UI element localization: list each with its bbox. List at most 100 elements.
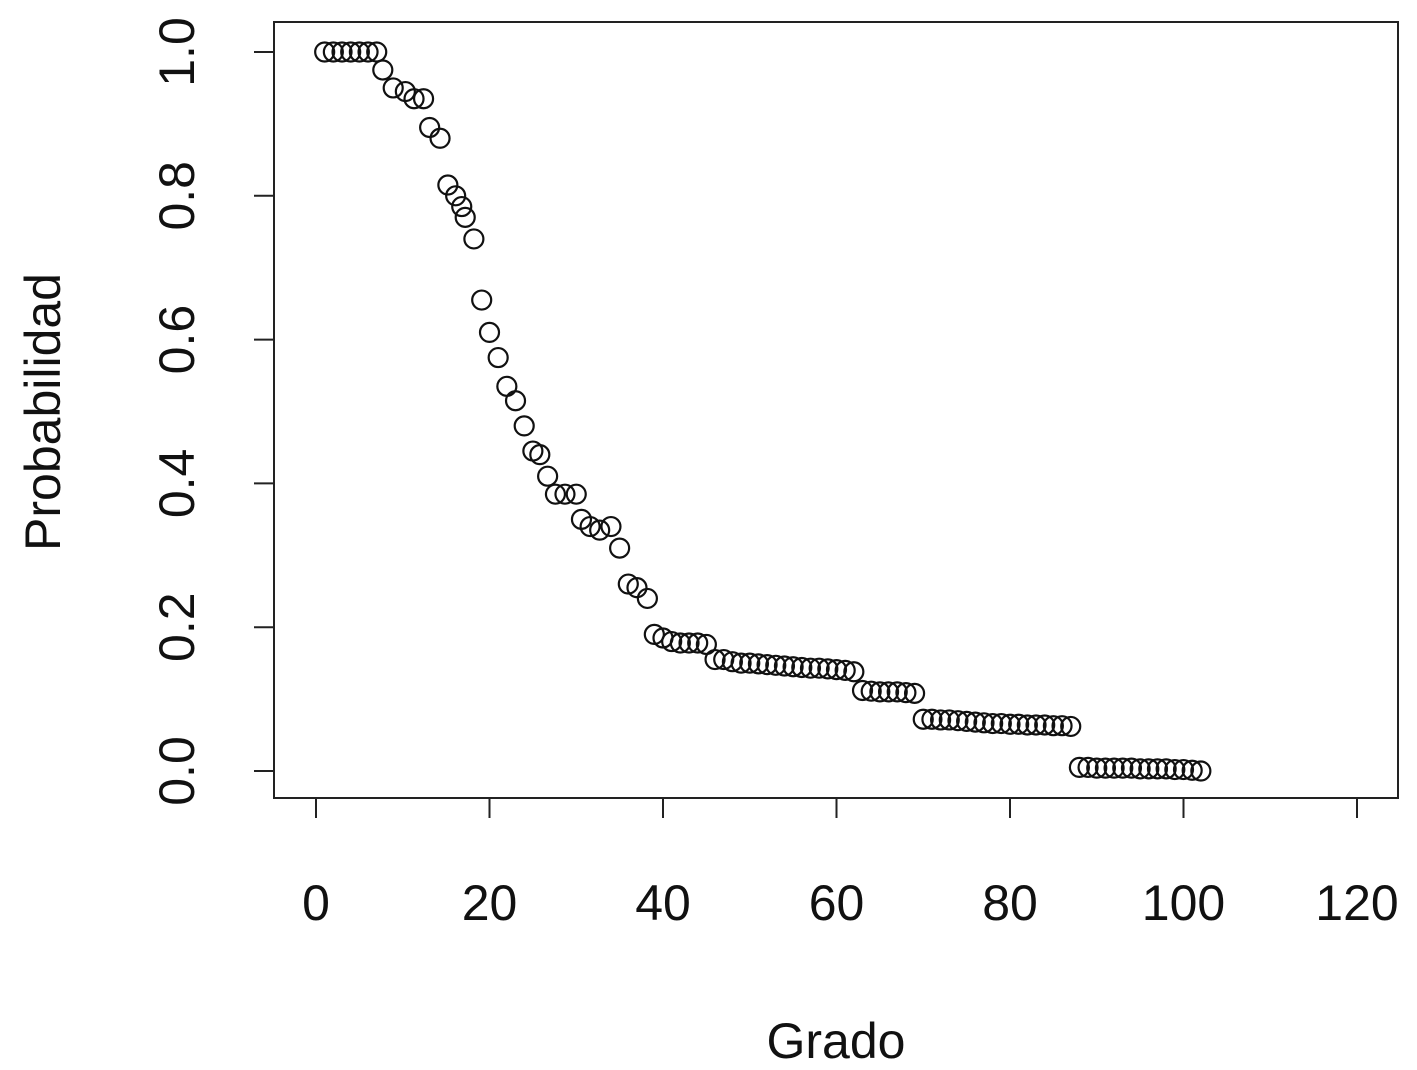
y-tick-label: 1.0: [149, 17, 205, 87]
data-point: [412, 88, 435, 110]
data-point: [877, 681, 900, 703]
data-point: [782, 656, 804, 678]
data-point: [834, 659, 856, 681]
data-point: [851, 679, 874, 702]
data-point: [956, 710, 978, 732]
data-point: [600, 515, 622, 538]
data-point: [860, 680, 882, 702]
data-point: [808, 657, 830, 679]
data-point: [437, 174, 459, 196]
data-point: [1077, 756, 1099, 779]
x-tick-label: 40: [635, 875, 691, 931]
data-point: [1103, 757, 1125, 779]
y-tick-label: 0.4: [149, 449, 205, 519]
data-point: [1172, 758, 1195, 781]
data-point: [982, 712, 1004, 735]
data-point: [973, 712, 995, 734]
y-axis-label: Probabilidad: [15, 273, 71, 551]
data-point: [921, 708, 943, 730]
data-point: [496, 375, 518, 397]
data-point: [747, 653, 770, 675]
data-point: [791, 656, 813, 679]
data-point: [357, 41, 379, 63]
y-axis: 0.0 0.2 0.4 0.6 0.8 1.0: [149, 17, 275, 806]
data-point: [1025, 714, 1047, 736]
data-point: [1008, 713, 1030, 735]
data-point: [419, 116, 441, 139]
data-point: [1042, 715, 1064, 737]
plot-frame: [273, 21, 1399, 799]
data-point: [929, 709, 952, 731]
data-point: [429, 127, 451, 149]
data-point: [895, 682, 917, 704]
data-point: [1016, 714, 1038, 736]
data-point: [636, 587, 658, 610]
data-point: [537, 465, 559, 487]
data-point: [544, 483, 567, 505]
y-tick-label: 0.2: [149, 592, 205, 662]
x-axis-label: Grado: [767, 1013, 906, 1069]
data-point: [1190, 760, 1212, 782]
data-point: [314, 41, 336, 63]
data-point: [938, 709, 960, 731]
data-point: [403, 88, 425, 110]
data-point: [554, 483, 576, 505]
data-point: [886, 681, 908, 703]
data-point: [372, 59, 394, 81]
data-point: [669, 632, 691, 654]
data-point: [1155, 758, 1177, 780]
data-point: [609, 537, 631, 559]
data-point: [1086, 757, 1108, 779]
data-point: [730, 652, 752, 674]
data-point: [1181, 759, 1203, 781]
data-points: [314, 41, 1212, 782]
data-point: [990, 712, 1012, 735]
data-point: [348, 41, 370, 63]
data-point: [1094, 757, 1117, 779]
data-point: [1034, 714, 1056, 736]
data-point: [382, 77, 404, 99]
x-axis: 0 20 40 60 80 100 120: [302, 797, 1399, 931]
data-point: [1146, 758, 1169, 780]
data-point: [463, 228, 485, 250]
data-point: [487, 346, 509, 369]
data-point: [756, 653, 778, 676]
data-point: [579, 515, 601, 538]
data-point: [825, 659, 848, 681]
data-point: [687, 632, 709, 654]
data-point: [322, 41, 344, 63]
data-point: [454, 206, 476, 228]
x-tick-label: 0: [302, 875, 330, 931]
data-point: [1120, 757, 1143, 779]
y-tick-label: 0.0: [149, 736, 205, 806]
x-tick-label: 60: [809, 875, 865, 931]
data-point: [340, 41, 362, 63]
x-tick-label: 100: [1142, 875, 1225, 931]
data-point: [947, 710, 969, 732]
data-point: [912, 708, 934, 730]
data-point: [1129, 758, 1151, 780]
data-point: [513, 415, 535, 437]
data-point: [964, 711, 986, 733]
data-point: [471, 289, 493, 311]
data-point: [331, 41, 353, 63]
data-point: [843, 661, 865, 683]
data-point: [678, 632, 700, 654]
data-point: [704, 648, 726, 671]
data-point: [589, 519, 611, 541]
data-point: [903, 682, 926, 704]
data-point: [661, 630, 683, 653]
data-point: [773, 655, 796, 677]
data-point: [817, 658, 839, 680]
data-point: [1051, 715, 1073, 737]
data-point: [999, 713, 1021, 735]
y-tick-label: 0.8: [149, 161, 205, 231]
data-point: [799, 657, 822, 679]
y-tick-label: 0.6: [149, 305, 205, 375]
data-point: [765, 654, 787, 676]
data-point: [565, 483, 587, 505]
x-tick-label: 80: [982, 875, 1038, 931]
data-point: [1060, 715, 1082, 738]
